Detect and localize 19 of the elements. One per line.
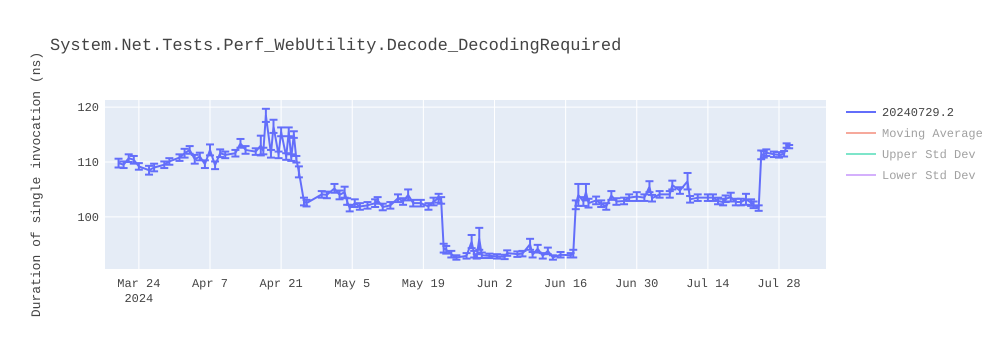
y-tick-label: 100 (77, 210, 99, 225)
x-tick-label: Jun 2 (476, 277, 513, 291)
x-tick-label: Jul 28 (757, 277, 801, 291)
x-tick-label: Apr 7 (192, 277, 228, 291)
y-tick-label: 120 (77, 101, 99, 116)
x-tick-label: Mar 24 2024 (117, 277, 160, 306)
legend-label: Upper Std Dev (882, 148, 976, 162)
legend-label: 20240729.2 (882, 106, 954, 120)
y-tick-label: 110 (77, 156, 99, 170)
x-tick-label: Apr 21 (260, 277, 303, 291)
x-tick-label: May 19 (402, 277, 445, 291)
x-tick-label: Jun 30 (615, 277, 658, 291)
x-tick-label: Jul 14 (686, 277, 730, 291)
legend-label: Lower Std Dev (882, 169, 976, 183)
x-tick-label: May 5 (334, 277, 370, 291)
chart-title: System.Net.Tests.Perf_WebUtility.Decode_DecodingRequired (50, 37, 622, 56)
legend-label: Moving Average (882, 127, 983, 141)
x-tick-label: Jun 16 (544, 277, 588, 291)
y-axis-title: Duration of single invocation (ns) (29, 52, 44, 318)
